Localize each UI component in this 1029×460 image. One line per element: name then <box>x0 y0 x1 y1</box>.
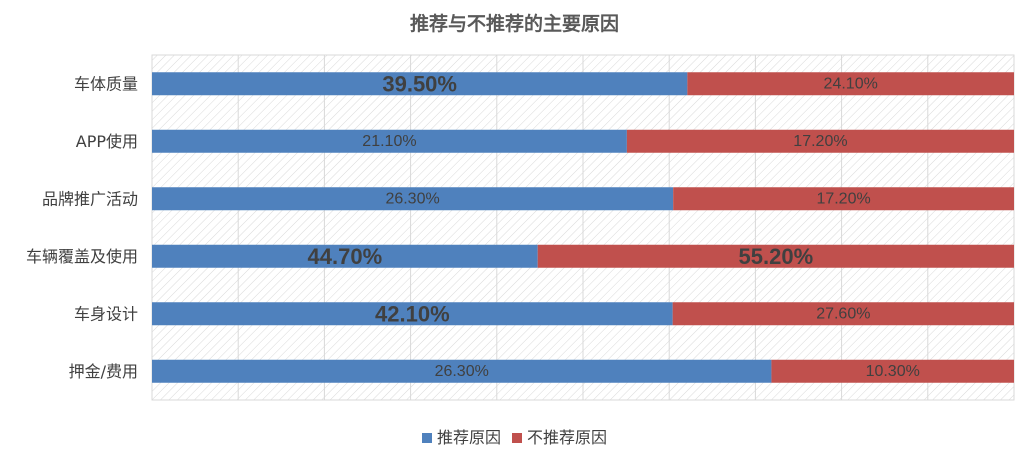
data-label: 21.10% <box>362 133 416 150</box>
data-label: 17.20% <box>793 133 847 150</box>
category-label: 车体质量 <box>74 74 138 93</box>
chart-title: 推荐与不推荐的主要原因 <box>409 13 619 35</box>
bar-recommend <box>152 244 538 268</box>
data-label: 42.10% <box>375 301 450 326</box>
data-label: 26.30% <box>385 190 439 207</box>
legend-item-not-recommend: 不推荐原因 <box>512 424 607 448</box>
data-labels: 39.50% 24.10% 21.10% 17.20% 26.30% 17.20% 44.7… <box>308 71 920 380</box>
data-label: 39.50% <box>382 71 457 96</box>
bar-recommend <box>152 302 673 326</box>
data-label: 55.20% <box>739 244 814 269</box>
data-label: 10.30% <box>866 363 920 380</box>
bar-not-recommend <box>771 359 1014 383</box>
legend-swatch-recommend <box>421 433 432 443</box>
bar-not-recommend <box>672 302 1014 326</box>
category-label: 押金/费用 <box>69 362 138 381</box>
legend-item-recommend: 推荐原因 <box>421 424 501 448</box>
data-label: 26.30% <box>435 363 489 380</box>
data-label: 17.20% <box>816 190 870 207</box>
bar-not-recommend <box>673 187 1014 211</box>
bar-recommend <box>152 187 674 211</box>
category-label: 车辆覆盖及使用 <box>26 247 138 266</box>
bar-not-recommend <box>537 244 1014 268</box>
legend: 推荐原因 不推荐原因 <box>0 424 1029 448</box>
bar-recommend <box>152 359 772 383</box>
bar-recommend <box>152 129 627 153</box>
category-label: 车身设计 <box>74 304 138 323</box>
legend-label-recommend: 推荐原因 <box>436 428 501 447</box>
category-label: 品牌推广活动 <box>42 189 138 208</box>
grid-lines <box>237 55 929 400</box>
bar-recommend <box>152 72 688 96</box>
bar-not-recommend <box>626 129 1014 153</box>
legend-swatch-not-recommend <box>512 433 523 443</box>
category-label: APP使用 <box>76 132 138 151</box>
data-label: 27.60% <box>816 305 870 322</box>
data-label: 24.10% <box>824 75 878 92</box>
data-label: 44.70% <box>308 244 383 269</box>
bars <box>152 72 1014 383</box>
bar-not-recommend <box>687 72 1014 96</box>
legend-label-not-recommend: 不推荐原因 <box>527 428 608 447</box>
